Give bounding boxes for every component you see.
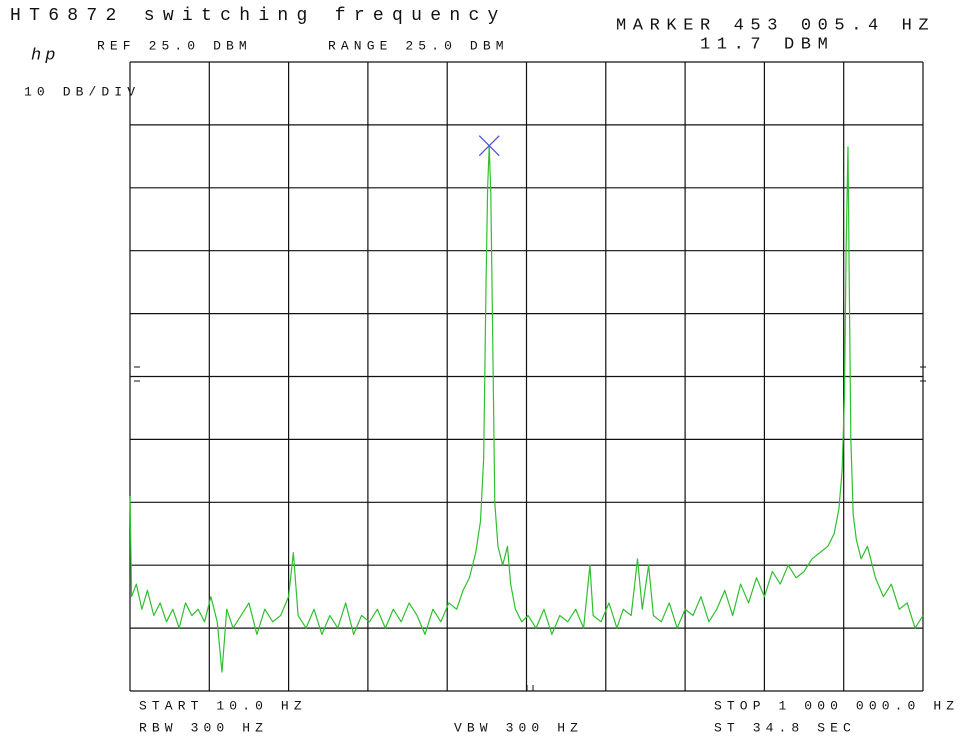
side-marks xyxy=(134,364,926,691)
vbw: VBW 300 HZ xyxy=(454,720,583,735)
spectrum-trace xyxy=(129,145,924,673)
range: RANGE 25.0 DBM xyxy=(328,38,509,53)
reference-level: REF 25.0 DBM xyxy=(97,38,252,53)
sweep-time: ST 34.8 SEC xyxy=(714,720,856,735)
stop-frequency: STOP 1 000 000.0 HZ xyxy=(714,698,959,713)
scale: 10 DB/DIV xyxy=(24,84,140,99)
chart-title: HT6872 switching frequency xyxy=(10,6,507,26)
logo: hp xyxy=(31,46,59,65)
peak-marker xyxy=(478,135,500,157)
start-frequency: START 10.0 HZ xyxy=(139,698,307,713)
marker-amplitude: 11.7 DBM xyxy=(700,35,834,54)
marker-frequency: MARKER 453 005.4 HZ xyxy=(616,16,935,35)
rbw: RBW 300 HZ xyxy=(139,720,268,735)
